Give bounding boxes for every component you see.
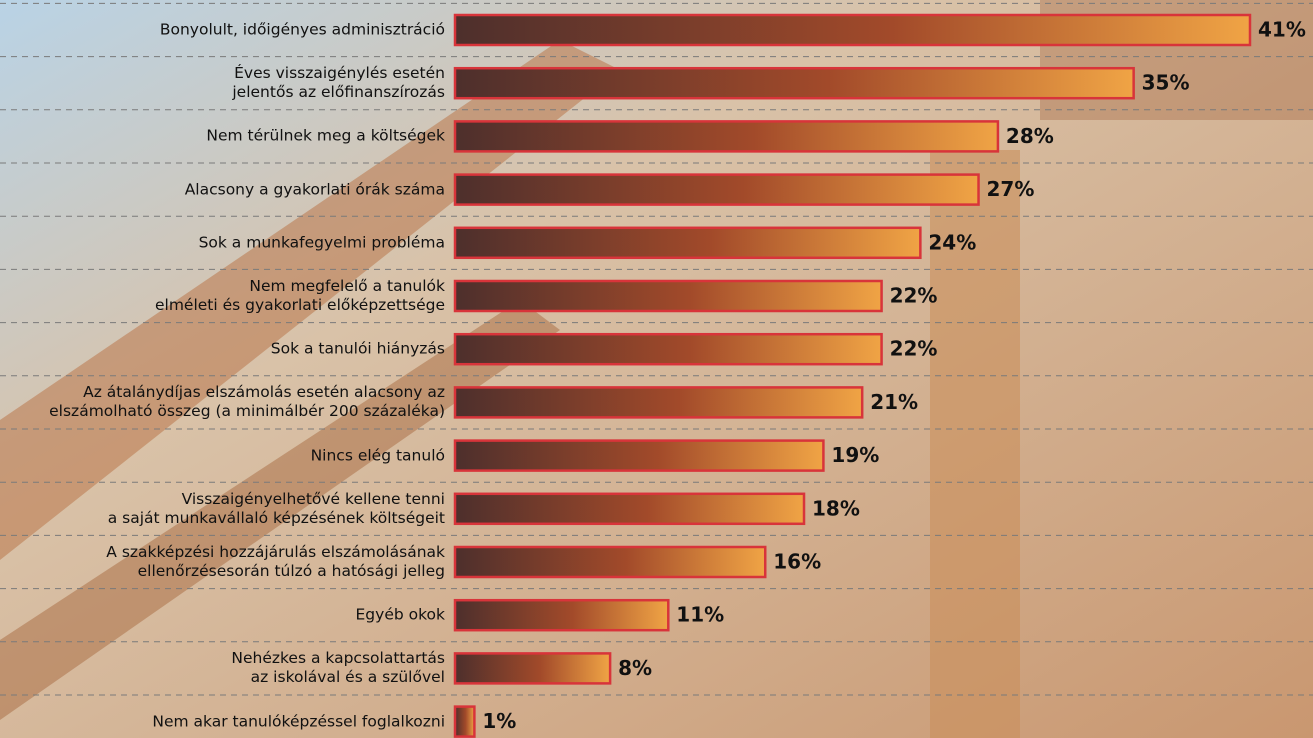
bar (453, 226, 922, 260)
beam (0, 300, 560, 720)
value-label: 28% (1006, 124, 1054, 148)
category-label: Nem akar tanulóképzéssel foglalkozni (152, 712, 445, 731)
value-label: 41% (1258, 18, 1306, 42)
bar (453, 332, 883, 366)
value-label: 11% (676, 603, 724, 627)
category-label: Bonyolult, időigényes adminisztráció (159, 20, 445, 39)
value-label: 19% (831, 443, 879, 467)
bar (453, 386, 864, 419)
value-label: 8% (618, 656, 652, 680)
bar (453, 598, 670, 632)
category-label: Visszaigényelhetővé kellene tenni a sajá… (107, 489, 445, 527)
beam (0, 40, 620, 560)
value-label: 21% (870, 390, 918, 414)
category-label: Alacsony a gyakorlati órák száma (184, 180, 445, 199)
bar (453, 705, 476, 738)
category-label: Nincs elég tanuló (310, 446, 445, 465)
value-label: 18% (812, 496, 860, 520)
value-label: 27% (987, 177, 1035, 201)
category-label: A szakképzési hozzájárulás elszámolásána… (106, 543, 445, 580)
bar (453, 652, 612, 685)
post (930, 150, 1020, 738)
bar (453, 66, 1135, 100)
category-label: Sok a tanulói hiányzás (270, 339, 445, 358)
category-label: Éves visszaigénylés esetén jelentős az e… (232, 64, 445, 102)
bar (453, 492, 806, 526)
value-label: 24% (928, 230, 976, 254)
value-label: 35% (1142, 71, 1190, 95)
category-label: Nem térülnek meg a költségek (206, 126, 445, 145)
category-label: Sok a munkafegyelmi probléma (198, 233, 445, 252)
bar (453, 279, 883, 313)
category-label: Nem megfelelő a tanulók elméleti és gyak… (154, 277, 445, 314)
value-label: 1% (482, 709, 516, 733)
bar (453, 173, 980, 206)
value-label: 16% (773, 550, 821, 574)
bar (453, 439, 825, 472)
bar (453, 120, 1000, 153)
category-label: Nehézkes a kapcsolattartás az iskolával … (231, 649, 445, 687)
category-label: Egyéb okok (355, 605, 445, 624)
bar (453, 13, 1252, 47)
value-label: 22% (890, 284, 938, 308)
value-label: 22% (890, 337, 938, 361)
bar (453, 545, 767, 579)
category-label: Az átalánydíjas elszámolás esetén alacso… (49, 383, 445, 421)
